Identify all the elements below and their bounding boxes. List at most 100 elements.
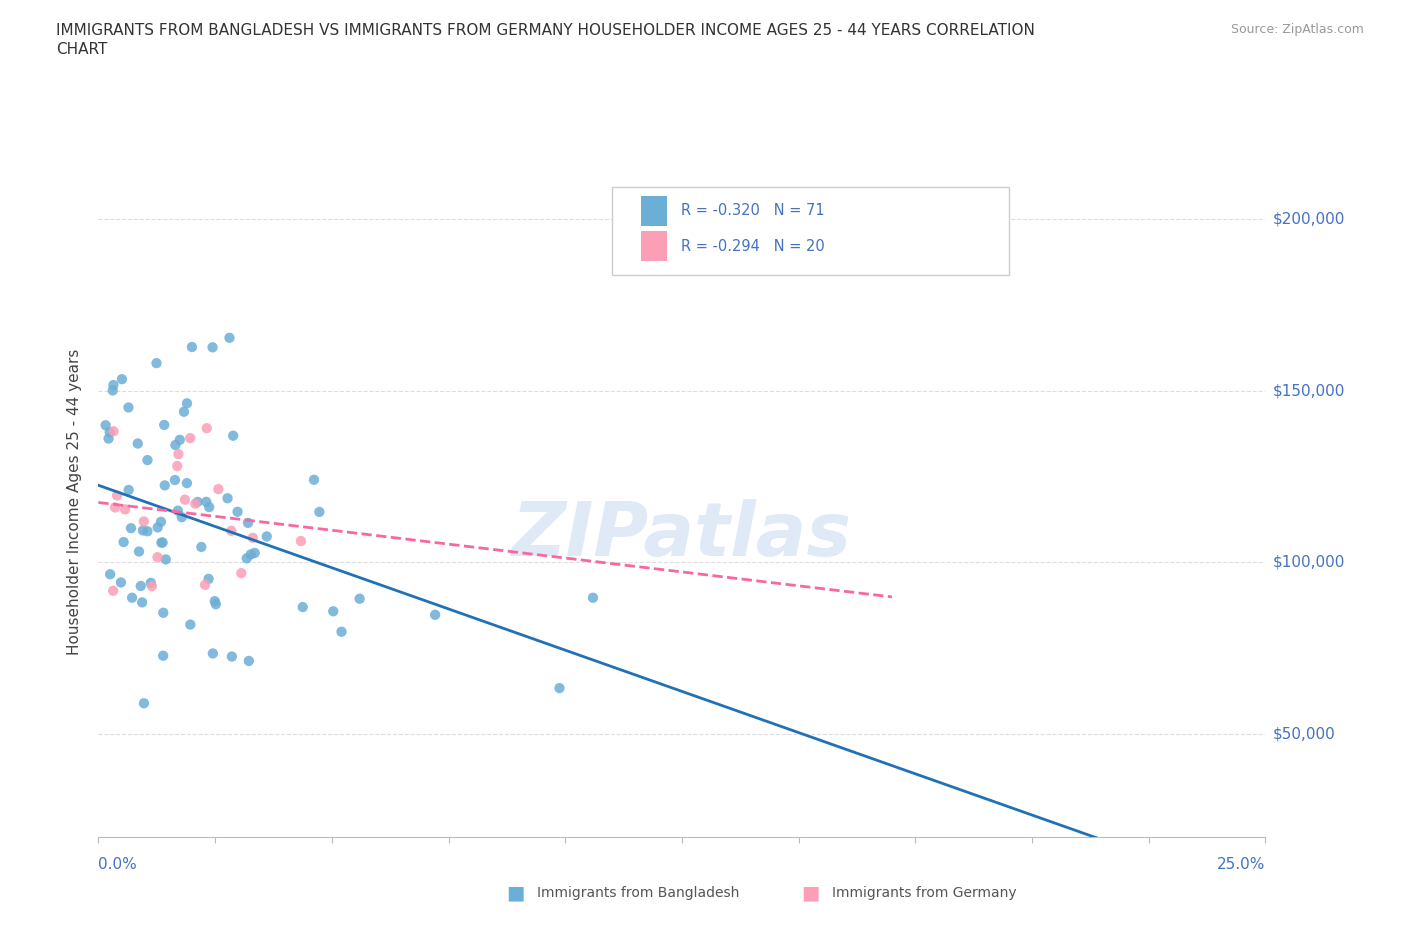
Point: [221, 649, 243, 664]
Point: [195, 420, 218, 435]
Text: IMMIGRANTS FROM BANGLADESH VS IMMIGRANTS FROM GERMANY HOUSEHOLDER INCOME AGES 25: IMMIGRANTS FROM BANGLADESH VS IMMIGRANTS…: [56, 23, 1035, 38]
Point: [152, 535, 174, 550]
Point: [136, 524, 159, 538]
Point: [105, 488, 128, 503]
Point: [179, 431, 201, 445]
Text: $150,000: $150,000: [1272, 383, 1344, 398]
Point: [201, 339, 224, 354]
Point: [101, 583, 124, 598]
FancyBboxPatch shape: [641, 232, 666, 261]
Text: $100,000: $100,000: [1272, 555, 1344, 570]
Point: [166, 503, 188, 518]
Point: [179, 618, 201, 632]
Point: [131, 595, 153, 610]
Point: [141, 578, 163, 593]
FancyBboxPatch shape: [641, 196, 666, 226]
Point: [103, 378, 125, 392]
Point: [150, 535, 173, 550]
Point: [173, 405, 195, 419]
Point: [146, 520, 169, 535]
Y-axis label: Householder Income Ages 25 - 44 years: Householder Income Ages 25 - 44 years: [67, 349, 83, 656]
Point: [184, 497, 207, 512]
Point: [165, 438, 187, 453]
Point: [117, 400, 139, 415]
Point: [582, 591, 605, 605]
Point: [94, 418, 117, 432]
Text: Immigrants from Germany: Immigrants from Germany: [832, 885, 1017, 900]
Point: [176, 396, 198, 411]
Point: [111, 372, 134, 387]
Text: ZIPatlas: ZIPatlas: [512, 499, 852, 572]
Point: [236, 515, 259, 530]
Point: [423, 607, 446, 622]
Point: [145, 355, 167, 370]
Point: [132, 523, 155, 538]
Point: [132, 696, 155, 711]
Point: [302, 472, 325, 487]
Point: [195, 495, 218, 510]
Point: [205, 597, 228, 612]
Point: [222, 429, 245, 444]
Point: [155, 552, 177, 567]
Point: [132, 514, 155, 529]
Point: [190, 539, 212, 554]
Point: [187, 495, 209, 510]
Point: [349, 591, 371, 606]
Point: [98, 566, 121, 581]
Point: [169, 432, 191, 447]
Point: [176, 476, 198, 491]
Point: [217, 491, 239, 506]
Point: [231, 565, 253, 580]
Text: CHART: CHART: [56, 42, 108, 57]
Point: [101, 383, 124, 398]
Point: [194, 578, 217, 592]
Point: [290, 534, 312, 549]
Point: [330, 624, 353, 639]
Point: [127, 436, 149, 451]
Text: 0.0%: 0.0%: [98, 857, 138, 872]
Text: ■: ■: [801, 884, 820, 902]
Point: [197, 571, 219, 586]
Point: [235, 551, 257, 565]
Text: ■: ■: [506, 884, 524, 902]
Point: [128, 544, 150, 559]
Point: [103, 424, 125, 439]
Point: [218, 330, 240, 345]
Point: [129, 578, 152, 593]
Text: 25.0%: 25.0%: [1218, 857, 1265, 872]
Point: [167, 446, 190, 461]
Point: [548, 681, 571, 696]
Point: [136, 453, 159, 468]
Text: $50,000: $50,000: [1272, 726, 1336, 741]
Point: [207, 482, 229, 497]
Point: [121, 591, 143, 605]
Point: [139, 576, 162, 591]
Point: [110, 575, 132, 590]
Text: R = -0.294   N = 20: R = -0.294 N = 20: [681, 239, 824, 254]
Point: [308, 504, 330, 519]
Point: [201, 646, 224, 661]
Point: [98, 425, 121, 440]
Point: [153, 478, 176, 493]
Point: [104, 500, 127, 515]
Point: [120, 521, 142, 536]
Point: [163, 472, 186, 487]
Point: [166, 458, 188, 473]
Point: [226, 504, 249, 519]
Text: $200,000: $200,000: [1272, 211, 1344, 226]
Point: [242, 530, 264, 545]
Point: [118, 483, 141, 498]
Text: Source: ZipAtlas.com: Source: ZipAtlas.com: [1230, 23, 1364, 36]
Point: [152, 648, 174, 663]
Point: [181, 339, 204, 354]
Point: [174, 492, 197, 507]
Point: [149, 514, 172, 529]
Point: [256, 529, 278, 544]
Point: [112, 535, 135, 550]
Point: [152, 605, 174, 620]
Point: [146, 550, 169, 565]
Point: [322, 604, 344, 618]
Text: Immigrants from Bangladesh: Immigrants from Bangladesh: [537, 885, 740, 900]
Point: [221, 524, 243, 538]
Point: [198, 499, 221, 514]
